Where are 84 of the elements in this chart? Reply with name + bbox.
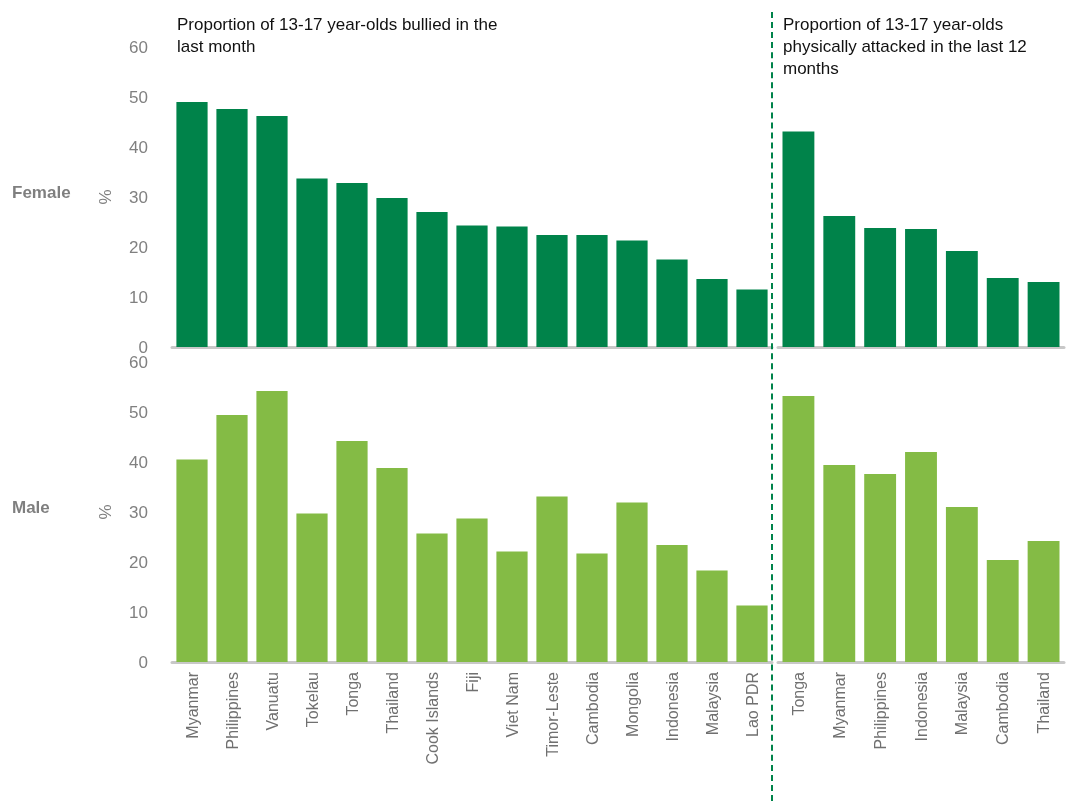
bar <box>656 259 688 347</box>
y-tick-label: 20 <box>129 237 148 257</box>
y-tick-label: 20 <box>129 552 148 572</box>
bar <box>616 502 648 662</box>
bar <box>1027 541 1060 662</box>
bar <box>616 240 648 347</box>
bar <box>536 496 568 662</box>
bar <box>986 278 1019 347</box>
y-tick-label: 40 <box>129 137 148 157</box>
bar <box>736 289 768 347</box>
bar <box>216 415 248 662</box>
x-tick-label: Tonga <box>343 671 361 716</box>
bar <box>536 235 568 347</box>
y-axis-title: % <box>96 504 115 520</box>
bar <box>216 109 248 347</box>
x-tick-label: Philippines <box>223 672 241 750</box>
x-tick-label: Vanuatu <box>263 672 281 731</box>
bar <box>696 570 728 662</box>
x-tick-label: Thailand <box>383 672 401 734</box>
bar <box>823 465 856 662</box>
text: Male <box>12 498 50 517</box>
x-tick-label: Cook Islands <box>423 672 441 765</box>
bar <box>864 228 897 347</box>
x-tick-label: Myanmar <box>183 671 201 739</box>
bar <box>416 212 448 347</box>
bar <box>782 396 815 662</box>
bar <box>456 518 488 662</box>
bar <box>823 216 856 347</box>
bar <box>456 225 488 347</box>
y-tick-label: 40 <box>129 452 148 472</box>
bar <box>176 102 208 347</box>
bar <box>576 235 608 347</box>
bar <box>376 198 408 347</box>
bar <box>696 279 728 347</box>
bar <box>945 507 978 662</box>
bar <box>416 533 448 662</box>
x-tick-label: Philippines <box>871 672 889 750</box>
x-tick-label: Thailand <box>1035 672 1053 734</box>
x-tick-label: Viet Nam <box>503 672 521 738</box>
bar <box>336 183 368 347</box>
chart-title: Proportion of 13-17 year-olds physically attacked in the last 12 months <box>783 14 1032 78</box>
bar <box>296 513 328 662</box>
y-axis-title: % <box>96 189 115 205</box>
x-tick-label: Timor-Leste <box>543 671 561 757</box>
x-tick-label: Lao PDR <box>743 672 761 737</box>
bar <box>905 229 937 347</box>
x-tick-label: Fiji <box>463 672 481 693</box>
bar <box>376 468 408 662</box>
bar <box>864 474 897 662</box>
bar <box>256 391 288 662</box>
bar <box>496 551 528 662</box>
bar <box>296 178 328 347</box>
x-tick-label: Cambodia <box>994 671 1012 745</box>
bar <box>576 553 608 662</box>
bar <box>945 251 978 347</box>
bar <box>656 545 688 662</box>
x-tick-label: Tokelau <box>303 672 321 728</box>
y-tick-label: 0 <box>138 652 148 672</box>
bar <box>176 459 208 662</box>
bar <box>782 131 815 347</box>
y-tick-label: 30 <box>129 187 148 207</box>
x-tick-label: Indonesia <box>663 671 681 742</box>
bar <box>496 226 528 347</box>
text: Female <box>12 183 71 202</box>
bar <box>736 605 768 662</box>
x-tick-label: Malaysia <box>703 671 721 736</box>
y-tick-label: 50 <box>129 402 148 422</box>
y-tick-label: 10 <box>129 602 148 622</box>
y-tick-label: 50 <box>129 87 148 107</box>
x-tick-label: Malaysia <box>953 671 971 736</box>
x-tick-label: Cambodia <box>583 671 601 745</box>
x-tick-label: Mongolia <box>623 671 641 737</box>
bar <box>1027 282 1060 347</box>
y-tick-label: 60 <box>129 37 148 57</box>
y-tick-label: 10 <box>129 287 148 307</box>
bar <box>905 452 937 662</box>
x-tick-label: Myanmar <box>830 671 848 739</box>
x-tick-label: Tonga <box>789 671 807 716</box>
bar <box>986 560 1019 662</box>
x-tick-label: Indonesia <box>912 671 930 742</box>
bar <box>336 441 368 662</box>
y-tick-label: 30 <box>129 502 148 522</box>
chart-title: Proportion of 13-17 year-olds bullied in the last month <box>177 14 503 56</box>
bar <box>256 116 288 347</box>
